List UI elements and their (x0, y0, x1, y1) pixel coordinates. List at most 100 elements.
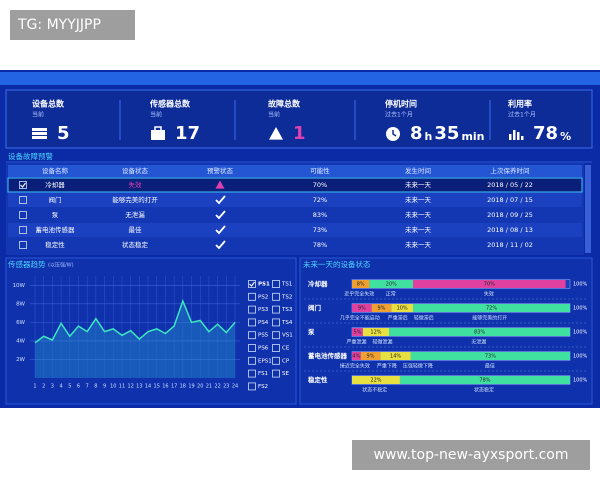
warning-icon (269, 127, 283, 140)
legend-checkbox[interactable] (248, 280, 256, 288)
table-cell: 70% (313, 181, 327, 189)
segment-label: 9% (377, 306, 385, 312)
area-fill (35, 301, 235, 378)
legend-label: TS3 (281, 307, 293, 313)
x-tick-label: 3 (51, 384, 54, 390)
table-cell: 能够完美的打开 (112, 195, 158, 204)
x-tick-label: 22 (214, 384, 220, 390)
legend-label: VS1 (282, 333, 293, 339)
segment-caption: 无泄漏 (471, 339, 486, 346)
bar-segment (352, 304, 372, 312)
checkbox-tick (249, 281, 255, 287)
trend-line (34, 298, 236, 344)
legend-checkbox[interactable] (272, 305, 280, 314)
table-row[interactable] (8, 223, 582, 237)
table-row[interactable] (8, 193, 582, 207)
total-label: 100% (573, 354, 588, 360)
segment-label: 20% (386, 282, 397, 288)
table-cell: 冷却器 (45, 180, 65, 189)
legend-label: PS5 (258, 333, 269, 339)
table-header (8, 165, 582, 177)
legend-checkbox[interactable] (248, 369, 256, 378)
legend-checkbox[interactable] (248, 382, 256, 391)
segment-label: 5% (353, 330, 361, 336)
x-tick-label: 9 (103, 384, 106, 390)
row-checkbox[interactable] (19, 181, 27, 189)
legend-checkbox[interactable] (272, 292, 280, 301)
legend-label: PS2 (258, 294, 268, 300)
column-header: 设备名称 (42, 166, 69, 175)
segment-caption: 轻微滞后 (414, 315, 434, 322)
segment-caption: 近乎完全失效 (344, 291, 374, 298)
legend-label: SE (282, 371, 289, 377)
x-tick-label: 6 (77, 384, 80, 390)
kpi-subtitle: 当前 (32, 111, 44, 119)
legend-checkbox[interactable] (272, 369, 280, 378)
legend-checkbox[interactable] (272, 318, 280, 327)
kpi-value: min (461, 130, 484, 143)
legend-checkbox[interactable] (248, 292, 256, 301)
segment-label: 8% (357, 282, 365, 288)
x-tick-label: 19 (188, 384, 194, 390)
segment-label: 70% (484, 282, 495, 288)
table-cell: 2018 / 05 / 22 (487, 181, 533, 189)
legend-label: TS4 (281, 320, 293, 326)
segment-label: 73% (485, 354, 496, 360)
legend-checkbox[interactable] (248, 305, 256, 314)
kpi-value: 78 (533, 123, 558, 144)
row-checkbox[interactable] (19, 226, 27, 234)
y-tick-label: 10W (13, 283, 26, 289)
segment-caption: 严重泄漏 (346, 339, 366, 346)
section-title: 设备故障预警 (8, 151, 53, 161)
table-cell: 未来一天 (405, 240, 432, 249)
legend-checkbox[interactable] (272, 344, 280, 352)
check-icon (215, 195, 226, 205)
x-tick-label: 2 (42, 384, 45, 390)
watermark: www.top-new-ayxsport.com (374, 447, 569, 463)
legend-checkbox[interactable] (272, 356, 280, 365)
kpi-value: 17 (175, 123, 200, 144)
kpi-icon (32, 132, 47, 135)
check-icon (215, 210, 226, 220)
bar-segment (380, 352, 411, 360)
scrollbar[interactable] (585, 165, 591, 253)
legend-checkbox[interactable] (248, 356, 256, 365)
y-tick-label: 8W (16, 301, 25, 307)
bar-segment (352, 352, 361, 360)
kpi-icon (392, 130, 397, 137)
section-title: 未来一天的设备状态 (303, 259, 371, 269)
table-row[interactable] (8, 238, 582, 252)
bar-segment (360, 352, 381, 360)
legend-checkbox[interactable] (272, 331, 280, 340)
legend-label: CE (282, 346, 290, 352)
bar-segment (352, 328, 363, 336)
legend-label: TS1 (281, 282, 292, 288)
row-checkbox[interactable] (19, 196, 27, 204)
unit-note: (以压强/W) (48, 263, 74, 269)
legend-checkbox[interactable] (248, 318, 256, 327)
segment-caption: 接近完全失效 (340, 363, 370, 370)
bar-segment (389, 328, 570, 336)
table-row[interactable] (8, 208, 582, 222)
x-tick-label: 4 (59, 384, 62, 390)
table-cell: 72% (313, 196, 327, 204)
kpi-value: % (560, 130, 571, 143)
total-label: 100% (573, 330, 588, 336)
kpi-title: 利用率 (507, 99, 532, 109)
legend-checkbox[interactable] (248, 344, 256, 352)
checkbox-tick (20, 182, 26, 188)
section-title: 传感器趋势 (8, 259, 46, 269)
segment-label: 4% (352, 354, 360, 360)
kpi-icon (151, 130, 165, 140)
kpi-subtitle: 过去1个月 (385, 111, 413, 119)
table-row[interactable] (7, 177, 583, 193)
row-checkbox[interactable] (19, 211, 27, 219)
table-cell: 未来一天 (405, 225, 432, 234)
legend-checkbox[interactable] (272, 280, 280, 288)
segment-caption: 状态不稳定 (362, 387, 387, 394)
row-checkbox[interactable] (19, 241, 27, 249)
segment-label: 78% (479, 378, 490, 384)
legend-checkbox[interactable] (248, 331, 256, 340)
table-cell: 状态稳定 (122, 240, 149, 249)
